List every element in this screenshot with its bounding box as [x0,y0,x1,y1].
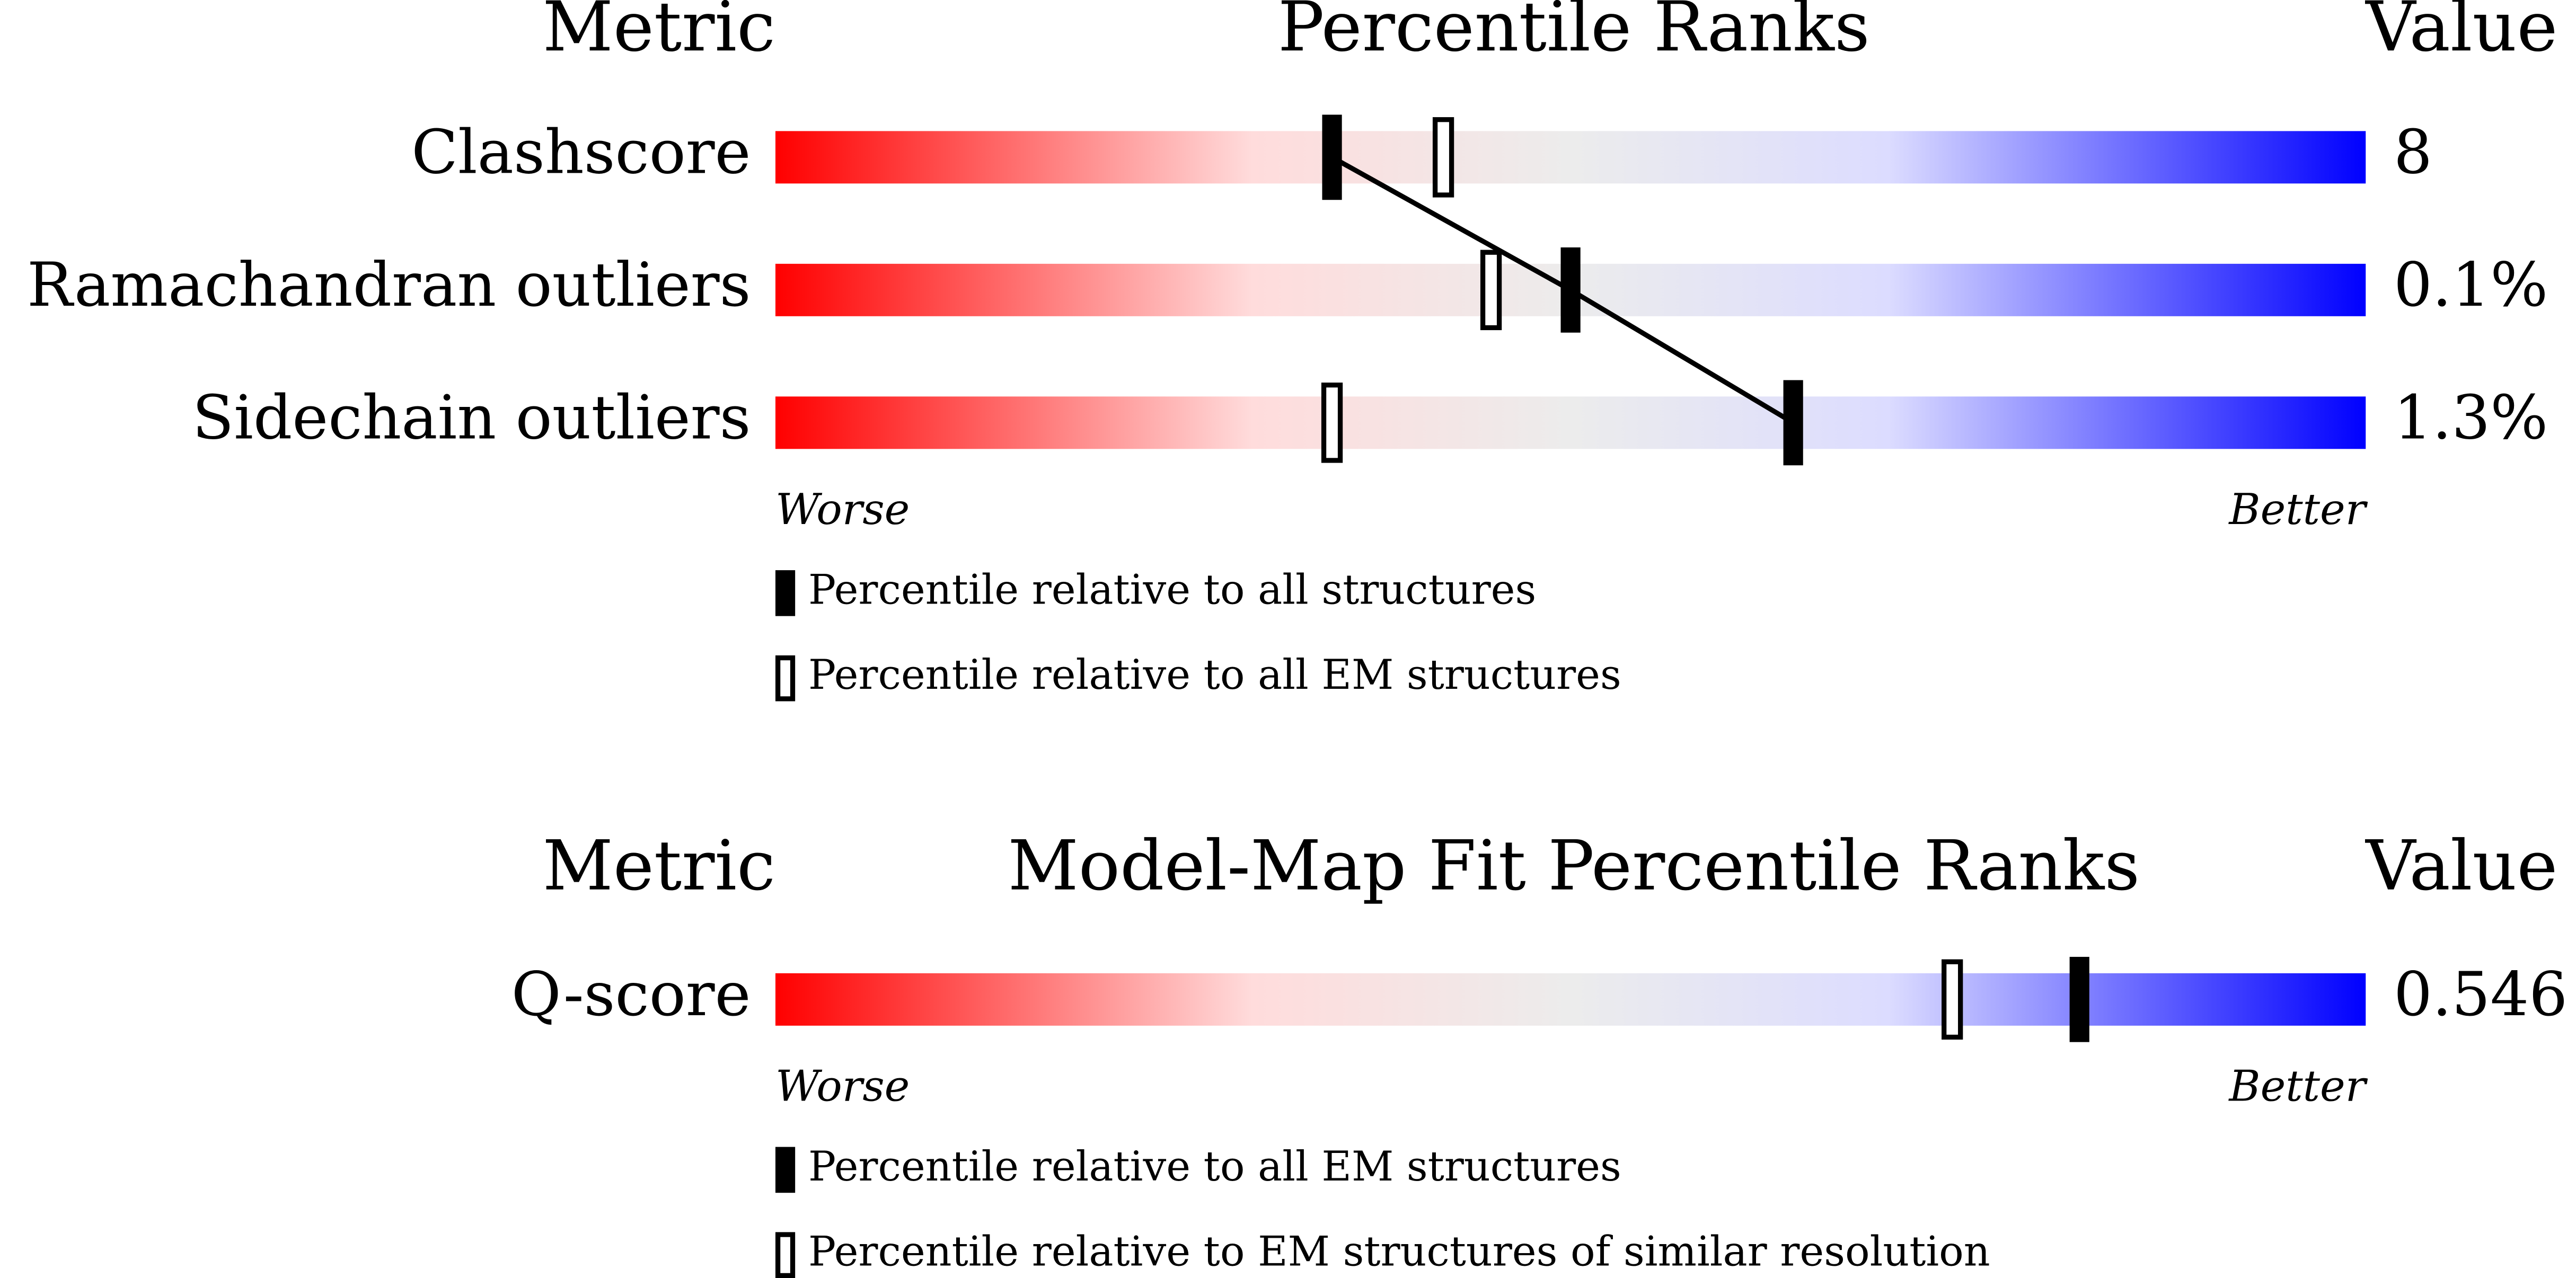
value-header: Value [2365,826,2557,906]
metric-name: Clashscore [411,117,751,188]
legend-label: Percentile relative to all EM structures [808,1143,1621,1191]
percentile-marker [1322,114,1342,200]
legend-symbol [775,570,796,616]
percentile-marker [1783,380,1803,466]
percentile-marker-hollow [1321,383,1343,463]
chart-title: Model-Map Fit Percentile Ranks [1008,826,2140,906]
percentile-marker-hollow [1942,959,1963,1040]
legend-label: Percentile relative to EM structures of … [808,1228,1990,1276]
legend-symbol-hollow [775,1232,796,1278]
metric-header: Metric [543,0,775,67]
percentile-marker [2069,956,2089,1042]
percentile-marker [1560,247,1581,333]
worse-label: Worse [775,484,910,534]
metric-header: Metric [543,826,775,906]
legend-symbol [775,1147,796,1193]
better-label: Better [2228,1061,2368,1111]
metric-name: Ramachandran outliers [27,250,751,321]
metric-name: Sidechain outliers [192,383,751,453]
value-header: Value [2365,0,2557,67]
percentile-marker-hollow [1480,250,1502,331]
legend-label: Percentile relative to all EM structures [808,651,1621,699]
slider-bar [775,131,2366,184]
metric-value: 8 [2394,117,2432,188]
metric-value: 1.3% [2394,383,2548,453]
metric-value: 0.546 [2394,960,2568,1030]
legend-symbol-hollow [775,655,796,702]
worse-label: Worse [775,1061,910,1111]
percentile-marker-hollow [1432,117,1454,198]
better-label: Better [2228,484,2368,534]
slider-bar [775,396,2366,449]
metric-name: Q-score [511,960,751,1030]
slider-bar [775,973,2366,1026]
metric-value: 0.1% [2394,250,2548,321]
chart-title: Percentile Ranks [1278,0,1870,67]
legend-label: Percentile relative to all structures [808,566,1536,614]
